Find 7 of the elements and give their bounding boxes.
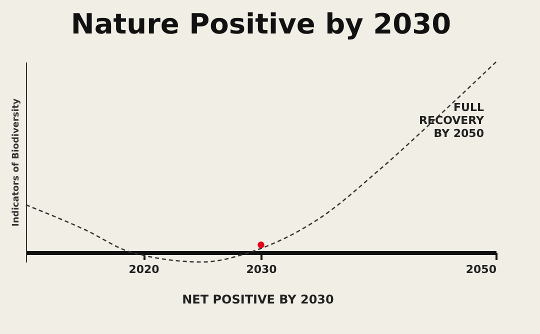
annotation: FULL RECOVERY BY 2050 [419, 101, 486, 140]
x-tick-label: 2030 [246, 262, 278, 276]
chart-title: Nature Positive by 2030 [70, 7, 452, 40]
x-tick-label: 2020 [128, 262, 160, 276]
y-axis-title: Indicators of Biodiversity [12, 98, 22, 227]
x-tick-label: 2050 [466, 262, 497, 276]
text: NET POSITIVE BY 2030 [182, 292, 334, 306]
